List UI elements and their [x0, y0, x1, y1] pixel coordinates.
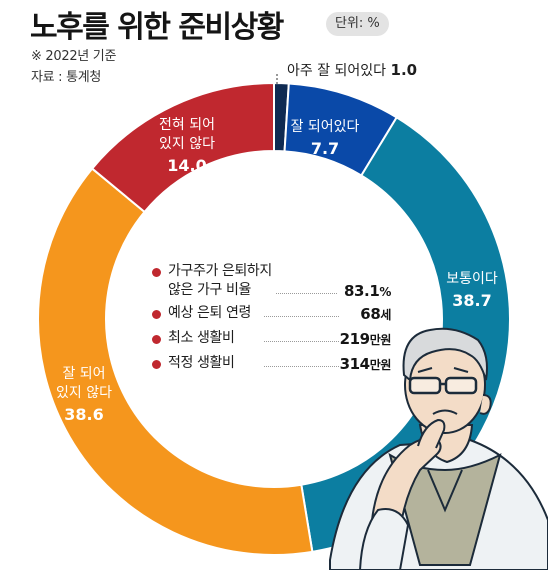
- slice-value-text: 38.7: [452, 291, 491, 310]
- bullet-icon: [152, 310, 161, 319]
- slice-label-text: 보통이다: [446, 271, 498, 287]
- slice-value-text: 7.7: [311, 139, 339, 158]
- stat-value: 68세: [360, 305, 391, 323]
- slice-label-text: 전혀 되어: [159, 117, 215, 133]
- page-title: 노후를 위한 준비상황: [30, 10, 284, 45]
- bullet-icon: [152, 335, 161, 344]
- unit-badge: 단위: %: [326, 12, 389, 36]
- dotted-leader: [276, 293, 337, 294]
- stat-row-non-retired: 가구주가 은퇴하지 않은 가구 비율 83.1%: [152, 262, 397, 304]
- slice-label-text: 있지 않다: [159, 136, 215, 152]
- dotted-leader: [264, 341, 339, 342]
- stat-row-retire-age: 예상 은퇴 연령 68세: [152, 304, 397, 329]
- slice-label-text: 잘 되어: [62, 366, 105, 382]
- stat-label: 적정 생활비: [168, 355, 235, 371]
- stats-panel: 가구주가 은퇴하지 않은 가구 비율 83.1% 예상 은퇴 연령 68세 최소…: [152, 262, 397, 379]
- label-slice-0: 아주 잘 되어있다 1.0: [287, 61, 417, 79]
- bullet-icon: [152, 360, 161, 369]
- slice-label-text: 아주 잘 되어있다: [287, 63, 391, 79]
- elderly-man-illustration: [329, 327, 548, 570]
- stat-value: 83.1%: [343, 282, 391, 300]
- stat-label: 예상 은퇴 연령: [168, 305, 251, 321]
- slice-label-text: 잘 되어있다: [291, 119, 360, 135]
- stat-row-proper-cost: 적정 생활비 314만원: [152, 354, 397, 379]
- dotted-leader: [264, 366, 339, 367]
- slice-value-text: 1.0: [391, 61, 418, 79]
- slice-3: [37, 167, 314, 556]
- label-slice-2: 보통이다 38.7: [446, 271, 498, 310]
- label-slice-1: 잘 되어있다 7.7: [291, 119, 360, 158]
- dotted-leader: [264, 316, 339, 317]
- stat-value: 219만원: [339, 330, 392, 348]
- stat-label: 가구주가 은퇴하지 않은 가구 비율: [168, 263, 272, 298]
- stat-value: 314만원: [339, 355, 392, 373]
- slice-value-text: 14.0: [167, 156, 206, 175]
- bullet-icon: [152, 268, 161, 277]
- slice-4: [90, 81, 275, 214]
- source-note: 자료 : 통계청: [31, 70, 102, 85]
- base-year-note: ※ 2022년 기준: [31, 49, 117, 64]
- slice-value-text: 38.6: [64, 405, 103, 424]
- slice-label-text: 있지 않다: [56, 385, 112, 401]
- stat-row-min-cost: 최소 생활비 219만원: [152, 329, 397, 354]
- stat-label: 최소 생활비: [168, 330, 235, 346]
